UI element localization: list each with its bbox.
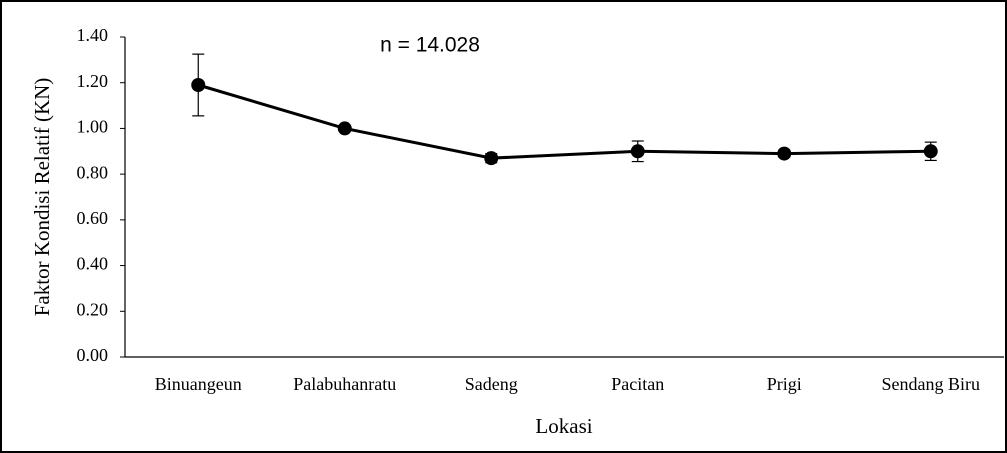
y-tick-label: 1.00 bbox=[77, 117, 109, 137]
marker bbox=[923, 144, 938, 159]
marker bbox=[630, 144, 645, 159]
y-axis-title: Faktor Kondisi Relatif (KN) bbox=[30, 78, 54, 317]
x-tick-label: Pacitan bbox=[611, 374, 664, 394]
line bbox=[197, 83, 931, 160]
y-tick-label: 0.80 bbox=[77, 162, 109, 182]
y-tick-label: 0.20 bbox=[77, 299, 109, 319]
marker bbox=[484, 151, 499, 166]
x-tick-label: Prigi bbox=[767, 374, 802, 394]
x-tick-label: Binuangeun bbox=[155, 374, 242, 394]
x-tick-label: Sadeng bbox=[465, 374, 518, 394]
y-tick-label: 0.40 bbox=[77, 254, 109, 274]
y-tick-label: 0.60 bbox=[77, 208, 109, 228]
y-tick-label: 1.20 bbox=[77, 71, 109, 91]
marker bbox=[191, 78, 206, 92]
x-axis-title: Lokasi bbox=[535, 414, 592, 438]
marker bbox=[337, 121, 352, 136]
annotation: n = 14.028 bbox=[380, 34, 480, 57]
x-tick-label: Sendang Biru bbox=[882, 374, 981, 394]
y-tick-label: 1.40 bbox=[77, 25, 109, 45]
y-tick-label: 0.00 bbox=[77, 345, 109, 365]
marker bbox=[777, 146, 792, 161]
x-tick-label: Palabuhanratu bbox=[293, 374, 396, 394]
